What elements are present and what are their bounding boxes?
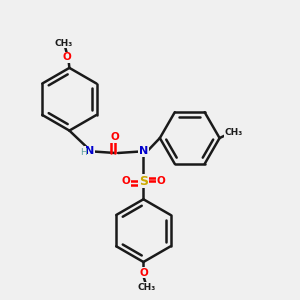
Text: O: O	[156, 176, 165, 186]
Text: CH₃: CH₃	[55, 39, 73, 48]
Text: O: O	[139, 268, 148, 278]
Text: N: N	[85, 146, 94, 157]
Text: O: O	[111, 132, 119, 142]
Text: CH₃: CH₃	[138, 283, 156, 292]
Text: N: N	[139, 146, 148, 157]
Text: O: O	[63, 52, 71, 62]
Text: S: S	[139, 175, 148, 188]
Text: H: H	[80, 148, 86, 158]
Text: CH₃: CH₃	[225, 128, 243, 137]
Text: O: O	[122, 176, 130, 186]
